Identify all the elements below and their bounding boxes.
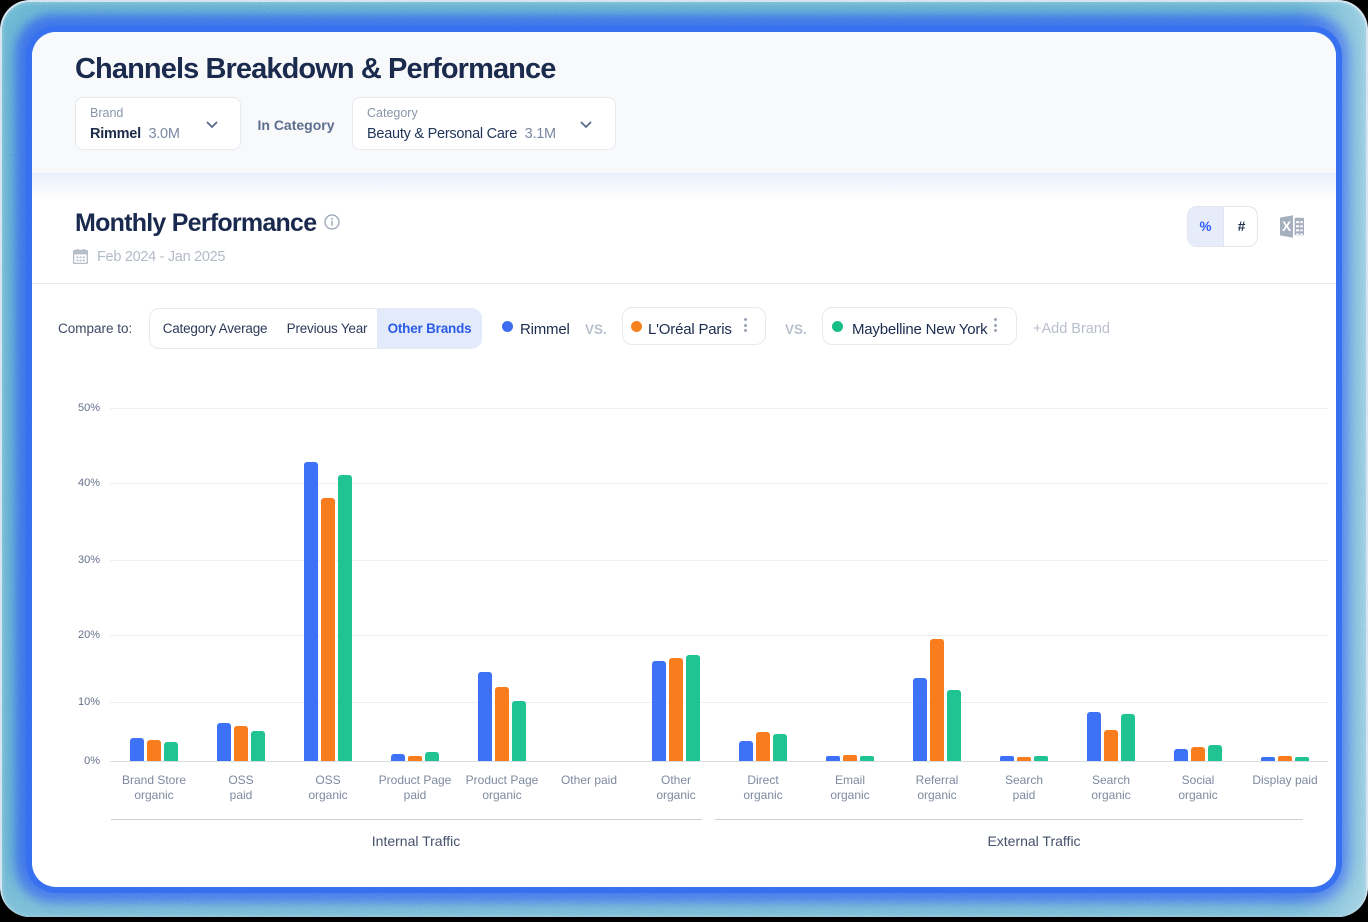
svg-text:X: X (1282, 219, 1291, 234)
